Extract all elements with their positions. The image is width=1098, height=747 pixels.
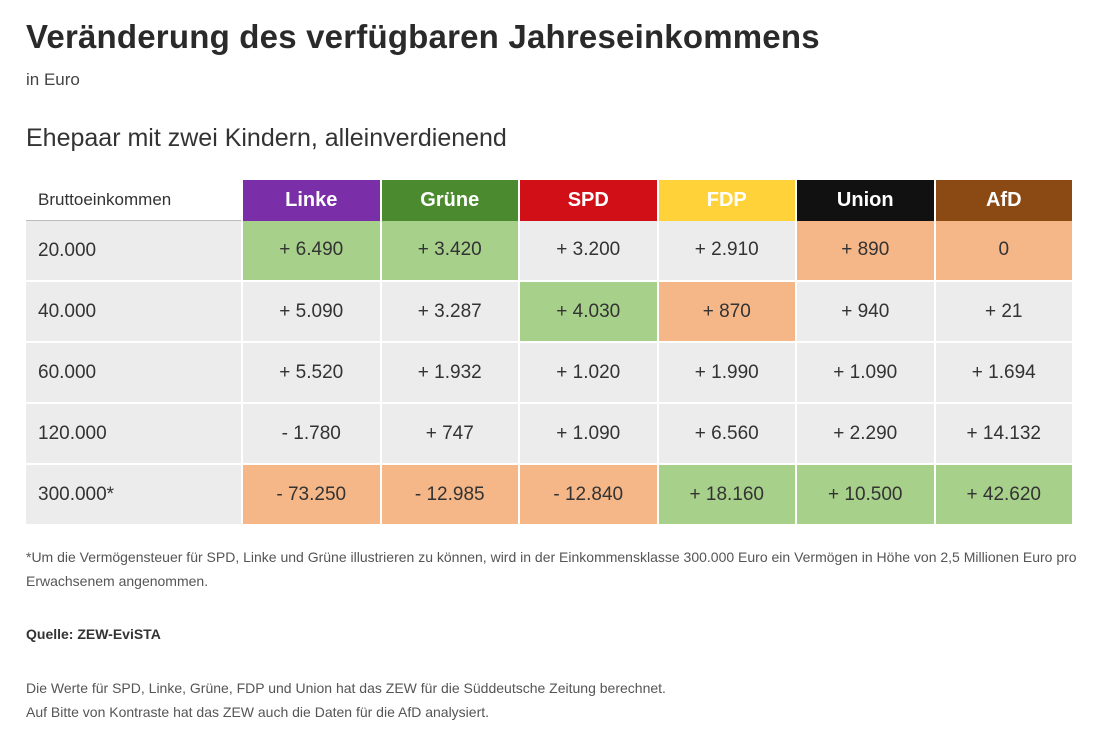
header-row: Bruttoeinkommen Linke Grüne SPD FDP Unio… [26, 180, 1074, 221]
column-header: FDP [657, 180, 797, 221]
table-cell: - 12.840 [519, 464, 659, 526]
table-cell: + 4.030 [519, 281, 659, 343]
table-row: 40.000 + 5.090 + 3.287 + 4.030 + 870 + 9… [26, 281, 1074, 343]
row-label: 60.000 [26, 342, 243, 404]
footnote: *Um die Vermögensteuer für SPD, Linke un… [26, 549, 1077, 589]
table-cell: 0 [934, 220, 1074, 282]
row-label: 300.000* [26, 464, 243, 526]
table-cell: + 747 [380, 403, 520, 465]
row-label: 20.000 [26, 220, 243, 282]
table-cell: - 1.780 [241, 403, 382, 465]
table-cell: + 3.420 [380, 220, 520, 282]
table-row: 60.000 + 5.520 + 1.932 + 1.020 + 1.990 +… [26, 342, 1074, 404]
table-row: 120.000 - 1.780 + 747 + 1.090 + 6.560 + … [26, 403, 1074, 465]
column-header: Union [796, 180, 936, 221]
table-cell: + 890 [796, 220, 936, 282]
column-header: Linke [242, 180, 382, 221]
table-cell: + 42.620 [934, 464, 1074, 526]
chart-subtitle: in Euro [26, 70, 80, 89]
table-cell: - 12.985 [380, 464, 520, 526]
note-line: Auf Bitte von Kontraste hat das ZEW auch… [26, 704, 490, 720]
section-heading: Ehepaar mit zwei Kindern, alleinverdiene… [26, 124, 507, 152]
table-row: 300.000* - 73.250 - 12.985 - 12.840 + 18… [26, 464, 1074, 526]
table-cell: + 6.560 [657, 403, 797, 465]
table-cell: + 3.200 [519, 220, 659, 282]
table-cell: + 1.694 [934, 342, 1074, 404]
table-cell: + 1.990 [657, 342, 797, 404]
column-header: Grüne [380, 180, 520, 221]
table-cell: + 1.020 [519, 342, 659, 404]
methodology-note: Die Werte für SPD, Linke, Grüne, FDP und… [26, 676, 1086, 724]
source-label: Quelle: ZEW-EviSTA [26, 626, 161, 642]
column-header: SPD [519, 180, 659, 221]
table-cell: + 2.910 [657, 220, 797, 282]
table-cell: + 1.090 [519, 403, 659, 465]
income-table: Bruttoeinkommen Linke Grüne SPD FDP Unio… [26, 180, 1074, 526]
table-cell: + 940 [796, 281, 936, 343]
table-cell: + 6.490 [241, 220, 382, 282]
table-cell: + 5.090 [241, 281, 382, 343]
table-cell: + 10.500 [796, 464, 936, 526]
row-label: 40.000 [26, 281, 243, 343]
table-cell: - 73.250 [241, 464, 382, 526]
row-header: Bruttoeinkommen [26, 180, 243, 221]
table-cell: + 2.290 [796, 403, 936, 465]
note-line: Die Werte für SPD, Linke, Grüne, FDP und… [26, 680, 666, 696]
row-label: 120.000 [26, 403, 243, 465]
table-cell: + 14.132 [934, 403, 1074, 465]
chart-title: Veränderung des verfügbaren Jahreseinkom… [26, 18, 820, 55]
table-cell: + 5.520 [241, 342, 382, 404]
table-row: 20.000 + 6.490 + 3.420 + 3.200 + 2.910 +… [26, 220, 1074, 282]
table-cell: + 1.932 [380, 342, 520, 404]
column-header: AfD [934, 180, 1074, 221]
table-cell: + 21 [934, 281, 1074, 343]
table-cell: + 3.287 [380, 281, 520, 343]
table-cell: + 870 [657, 281, 797, 343]
table-cell: + 1.090 [796, 342, 936, 404]
table-cell: + 18.160 [657, 464, 797, 526]
